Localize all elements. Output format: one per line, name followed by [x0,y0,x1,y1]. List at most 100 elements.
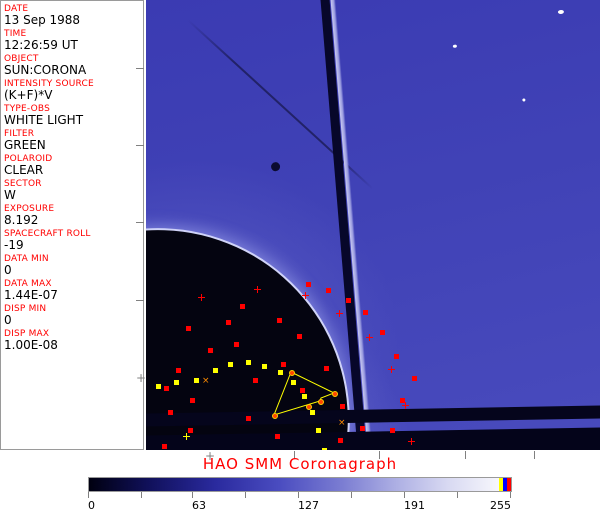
metadata-row: TIME 12:26:59 UT [4,29,143,52]
marker-yellow-square [194,378,199,383]
marker-red-square [326,288,331,293]
metadata-row: DISP MIN 0 [4,304,143,327]
marker-yellow-square [156,384,161,389]
metadata-row: SPACECRAFT ROLL -19 [4,229,143,252]
metadata-value: WHITE LIGHT [4,113,84,127]
metadata-key: FILTER [4,129,35,139]
metadata-key: DISP MIN [4,304,47,314]
colorbar-tick [404,492,405,498]
marker-red-cross [366,334,373,341]
tick-mark-bottom [294,451,295,459]
metadata-value: -19 [4,238,24,252]
marker-yellow-square [302,394,307,399]
marker-red-square [390,428,395,433]
marker-red-square [176,368,181,373]
marker-red-square [168,410,173,415]
marker-red-square [380,330,385,335]
metadata-value: (K+F)*V [4,88,53,102]
colorbar-end-stripe [503,478,507,491]
marker-red-cross [254,286,261,293]
marker-yellow-square [291,380,296,385]
metadata-key: TIME [4,29,27,39]
metadata-value: GREEN [4,138,46,152]
metadata-row: DATA MIN 0 [4,254,143,277]
marker-yellow-square [228,362,233,367]
metadata-key: POLAROID [4,154,53,164]
metadata-key: EXPOSURE [4,204,55,214]
marker-red-square [281,362,286,367]
metadata-key: DATA MIN [4,254,49,264]
marker-red-square [324,366,329,371]
marker-yellow-square [246,360,251,365]
marker-red-cross [402,402,409,409]
marker-yellow-cross [183,433,190,440]
colorbar-tick [351,492,352,498]
metadata-value: 1.44E-07 [4,288,58,302]
metadata-value: CLEAR [4,163,44,177]
metadata-row: POLAROID CLEAR [4,154,143,177]
colorbar-labels: 0 63 127 191 255 [88,499,512,513]
metadata-key: DATE [4,4,29,14]
polygon-vertex [289,370,295,376]
marker-red-cross [408,438,415,445]
marker-red-square [226,320,231,325]
colorbar-end-stripe [507,478,511,491]
marker-red-square [275,434,280,439]
metadata-key: SPACECRAFT ROLL [4,229,91,239]
marker-yellow-square [262,364,267,369]
colorbar-tick-label: 127 [298,499,319,512]
metadata-value: SUN:CORONA [4,63,87,77]
marker-red-square [190,398,195,403]
polygon-vertex [318,399,324,405]
metadata-value: W [4,188,16,202]
colorbar-end-stripe [499,478,503,491]
metadata-key: TYPE-OBS [4,104,51,114]
marker-red-square [338,438,343,443]
colorbar-ticks [88,492,512,499]
marker-red-square [300,388,305,393]
polygon-vertex [306,404,312,410]
marker-red-square [246,416,251,421]
marker-yellow-square [278,370,283,375]
marker-red-square [340,404,345,409]
colorbar: 0 63 127 191 255 [88,477,512,513]
marker-red-cross [388,366,395,373]
metadata-row: SECTOR W [4,179,143,202]
origin-marker-left: + [136,371,147,385]
colorbar-tick [88,492,89,498]
tick-mark-bottom [465,451,466,459]
metadata-value: 0 [4,263,12,277]
marker-red-cross [302,292,309,299]
metadata-row: TYPE-OBS WHITE LIGHT [4,104,143,127]
metadata-key: DATA MAX [4,279,52,289]
metadata-row: EXPOSURE 8.192 [4,204,143,227]
metadata-key: INTENSITY SOURCE [4,79,94,89]
marker-yellow-square [174,380,179,385]
tick-mark-bottom [379,451,380,459]
metadata-row: DATE 13 Sep 1988 [4,4,143,27]
colorbar-tick-label: 0 [88,499,95,512]
coronagraph-image: × × [146,0,600,450]
marker-red-square [240,304,245,309]
polygon-vertex [272,413,278,419]
tick-mark-left [136,68,144,69]
metadata-key: SECTOR [4,179,42,189]
metadata-value: 0 [4,313,12,327]
metadata-panel: DATE 13 Sep 1988 TIME 12:26:59 UT OBJECT SUN:… [0,0,144,450]
metadata-key: OBJECT [4,54,39,64]
marker-red-cross [336,310,343,317]
tick-mark-left [136,145,144,146]
metadata-value: 8.192 [4,213,39,227]
metadata-key: DISP MAX [4,329,50,339]
metadata-value: 1.00E-08 [4,338,58,352]
colorbar-tick [510,492,511,498]
marker-yellow-square [322,448,327,450]
colorbar-tick [141,492,142,498]
colorbar-tick [457,492,458,498]
tick-mark-left [136,222,144,223]
marker-red-square [164,386,169,391]
metadata-row: OBJECT SUN:CORONA [4,54,143,77]
colorbar-tick [298,492,299,498]
marker-red-square [412,376,417,381]
marker-red-cross [198,294,205,301]
